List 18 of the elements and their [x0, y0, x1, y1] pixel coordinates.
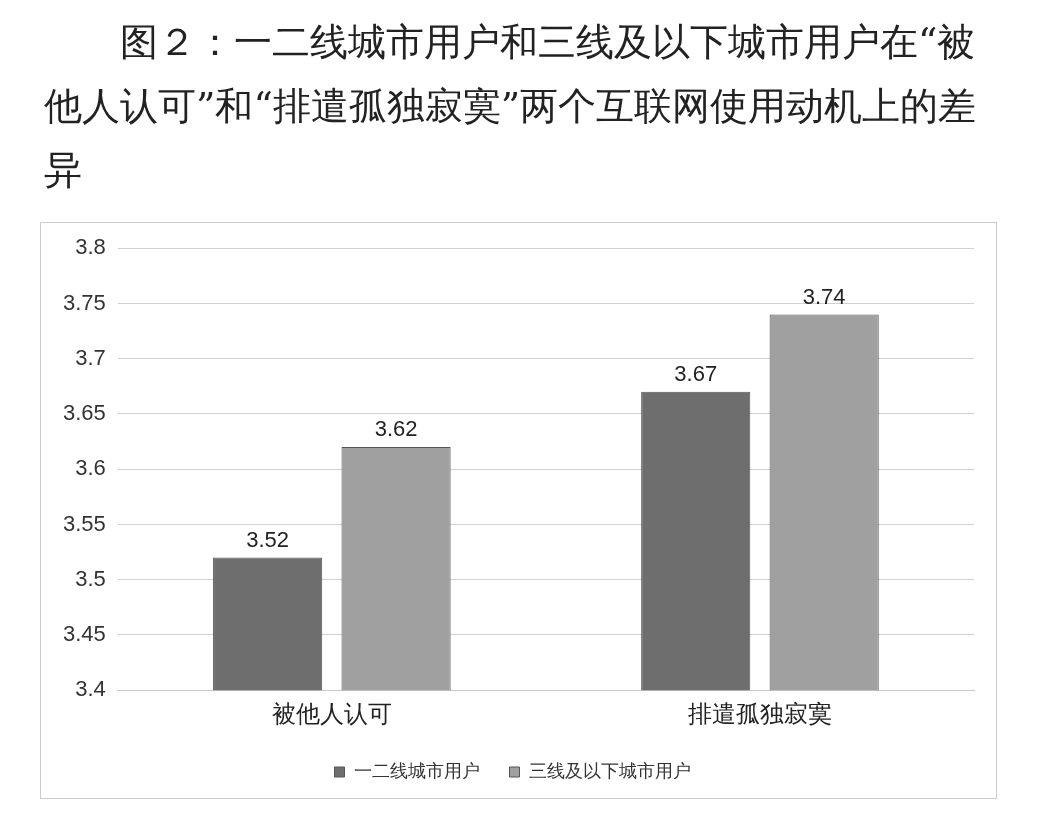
data-label: 3.62 [374, 416, 418, 442]
y-tick-label: 3.45 [62, 621, 106, 647]
x-tick-label: 排遣孤独寂寞 [687, 699, 832, 728]
y-tick-label: 3.75 [62, 289, 106, 315]
data-label: 3.52 [246, 526, 290, 552]
y-tick-label: 3.65 [62, 400, 106, 426]
legend-label: 一二线城市用户 [353, 759, 480, 781]
legend-label: 三线及以下城市用户 [528, 759, 691, 781]
y-tick-label: 3.5 [75, 565, 106, 591]
y-tick-label: 3.55 [62, 510, 106, 536]
data-label: 3.67 [674, 360, 718, 386]
x-tick-label: 被他人认可 [271, 699, 392, 728]
data-label: 3.74 [802, 283, 846, 309]
y-tick-label: 3.8 [75, 234, 106, 260]
y-tick-label: 3.4 [75, 676, 106, 702]
y-tick-label: 3.7 [75, 344, 106, 370]
chart-title: 图２：一二线城市用户和三线及以下城市用户在“被他人认可”和“排遣孤独寂寞”两个互联网使用动机上的差异 [44, 19, 978, 194]
y-tick-label: 3.6 [75, 455, 106, 481]
